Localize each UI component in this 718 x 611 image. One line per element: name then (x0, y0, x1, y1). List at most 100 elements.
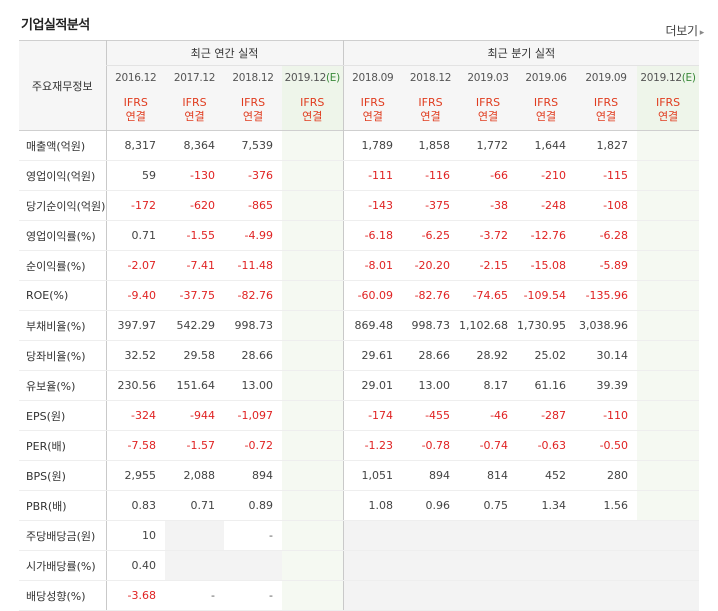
accounting-basis-header: IFRS 연결 (342, 90, 403, 131)
annual-value-cell: 8,317 (105, 130, 165, 161)
annual-value-cell (165, 550, 224, 581)
annual-value-cell: -7.58 (105, 430, 165, 461)
quarter-value-cell: -15.08 (517, 250, 576, 281)
annual-value-cell: 894 (224, 460, 282, 491)
annual-value-cell: -37.75 (165, 280, 224, 311)
section-title: 기업실적분석 (21, 18, 90, 33)
annual-value-cell (282, 280, 344, 311)
quarter-value-cell (637, 130, 700, 161)
quarter-value-cell: -287 (517, 400, 576, 431)
quarter-value-cell (637, 220, 700, 251)
annual-value-cell (282, 250, 344, 281)
annual-value-cell: 28.66 (224, 340, 282, 371)
annual-value-cell: -82.76 (224, 280, 282, 311)
annual-value-cell: 32.52 (105, 340, 165, 371)
annual-value-cell: 8,364 (165, 130, 224, 161)
annual-value-cell: -865 (224, 190, 282, 221)
quarter-value-cell: 1.56 (575, 490, 638, 521)
row-label: EPS(원) (19, 400, 106, 431)
accounting-basis-header: IFRS 연결 (165, 90, 224, 131)
financial-table-body: 매출액(억원) 8,317 8,364 7,539 1,789 1,858 1,772 1,6… (19, 130, 700, 611)
quarter-value-cell (459, 550, 518, 581)
quarter-value-cell: 39.39 (575, 370, 638, 401)
quarter-value-cell (637, 400, 700, 431)
row-label: PER(배) (19, 430, 106, 461)
annual-value-cell: -1.57 (165, 430, 224, 461)
quarter-value-cell (342, 520, 403, 551)
annual-value-cell (282, 580, 344, 611)
quarter-value-cell: 30.14 (575, 340, 638, 371)
quarter-value-cell: 1,827 (575, 130, 638, 161)
quarter-value-cell: -2.15 (459, 250, 518, 281)
basis-header-row: IFRS 연결 IFRS 연결 IFRS 연결 IFRS 연결 IFRS 연결 IFRS 연결 IFRS… (19, 90, 700, 131)
quarter-value-cell: -375 (402, 190, 460, 221)
annual-value-cell: 7,539 (224, 130, 282, 161)
annual-value-cell: 2,955 (105, 460, 165, 491)
annual-value-cell: -130 (165, 160, 224, 191)
quarter-value-cell: 1,644 (517, 130, 576, 161)
quarter-value-cell: 0.96 (402, 490, 460, 521)
quarter-value-cell: -3.72 (459, 220, 518, 251)
quarter-value-cell: -116 (402, 160, 460, 191)
more-link[interactable]: 더보기 ▸ (666, 22, 705, 39)
quarter-value-cell: -6.18 (342, 220, 403, 251)
quarter-value-cell (637, 190, 700, 221)
quarter-value-cell: -1.23 (342, 430, 403, 461)
quarter-value-cell: -5.89 (575, 250, 638, 281)
annual-value-cell: -0.72 (224, 430, 282, 461)
quarter-value-cell: -60.09 (342, 280, 403, 311)
annual-value-cell: 998.73 (224, 310, 282, 341)
quarter-value-cell: -0.78 (402, 430, 460, 461)
quarter-value-cell: -0.74 (459, 430, 518, 461)
quarter-value-cell (637, 490, 700, 521)
annual-value-cell (282, 370, 344, 401)
quarter-value-cell (637, 550, 700, 581)
quarter-value-cell: 452 (517, 460, 576, 491)
quarter-value-cell: 0.75 (459, 490, 518, 521)
row-label: PBR(배) (19, 490, 106, 521)
table-row: 당기순이익(억원) -172 -620 -865 -143 -375 -38 -248 -108 (19, 190, 700, 221)
row-label: BPS(원) (19, 460, 106, 491)
period-header-row: 2016.12 2017.12 2018.12 2019.12(E) 2018.09 20… (19, 65, 700, 90)
table-row: PBR(배) 0.83 0.71 0.89 1.08 0.96 0.75 1.34 1.56 (19, 490, 700, 521)
annual-value-cell (282, 460, 344, 491)
annual-value-cell: 230.56 (105, 370, 165, 401)
annual-value-cell: - (224, 580, 282, 611)
quarter-period-header: 2019.09 (575, 65, 638, 90)
row-label: 시가배당률(%) (19, 550, 106, 581)
annual-value-cell (224, 550, 282, 581)
annual-period-header: 2017.12 (165, 65, 224, 90)
quarter-value-cell: -248 (517, 190, 576, 221)
quarter-value-cell: 28.66 (402, 340, 460, 371)
quarter-value-cell (637, 430, 700, 461)
annual-value-cell: -3.68 (105, 580, 165, 611)
row-label: 당기순이익(억원) (19, 190, 106, 221)
annual-value-cell: 542.29 (165, 310, 224, 341)
annual-value-cell (282, 310, 344, 341)
table-row: 영업이익(억원) 59 -130 -376 -111 -116 -66 -210 -115 (19, 160, 700, 191)
quarter-value-cell: -115 (575, 160, 638, 191)
row-header-label: 주요재무정보 (19, 40, 106, 131)
quarter-period-header: 2019.03 (459, 65, 518, 90)
quarter-value-cell (575, 520, 638, 551)
estimate-mark: (E) (325, 72, 340, 84)
annual-value-cell: -2.07 (105, 250, 165, 281)
quarter-value-cell: 894 (402, 460, 460, 491)
annual-value-cell: 0.40 (105, 550, 165, 581)
table-row: 순이익률(%) -2.07 -7.41 -11.48 -8.01 -20.20 -2.15-… (19, 250, 700, 281)
annual-value-cell: -11.48 (224, 250, 282, 281)
quarter-value-cell (517, 520, 576, 551)
annual-value-cell: 10 (105, 520, 165, 551)
table-row: 주당배당금(원) 10 - (19, 520, 700, 551)
quarter-value-cell (517, 550, 576, 581)
quarter-value-cell: 3,038.96 (575, 310, 638, 341)
table-row: 유보율(%) 230.56 151.64 13.00 29.01 13.00 8.17 61.… (19, 370, 700, 401)
accounting-basis-header: IFRS 연결 (517, 90, 576, 131)
table-row: PER(배) -7.58 -1.57 -0.72 -1.23 -0.78 -0.74 -0.6… (19, 430, 700, 461)
annual-value-cell: 0.83 (105, 490, 165, 521)
quarter-value-cell: 29.01 (342, 370, 403, 401)
annual-value-cell (282, 430, 344, 461)
annual-value-cell: -620 (165, 190, 224, 221)
quarter-value-cell: -143 (342, 190, 403, 221)
